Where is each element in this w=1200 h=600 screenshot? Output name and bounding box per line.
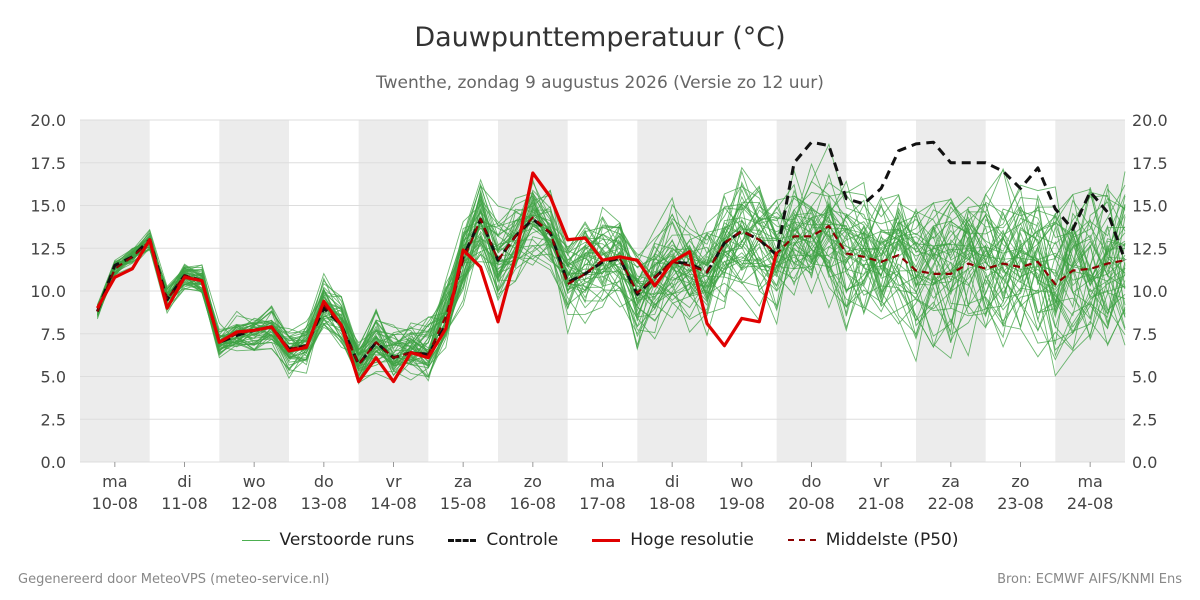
legend-label-ensemble: Verstoorde runs xyxy=(279,530,415,550)
x-tick-date: 23-08 xyxy=(997,494,1044,513)
ensemble-run-line xyxy=(96,184,1126,382)
y-tick-label-left: 17.5 xyxy=(30,154,66,173)
x-tick-weekday: vr xyxy=(873,472,889,491)
y-tick-label-right: 20.0 xyxy=(1132,111,1168,130)
x-tick-date: 21-08 xyxy=(858,494,905,513)
ensemble-run-line xyxy=(96,198,1126,370)
x-tick-weekday: za xyxy=(942,472,960,491)
y-tick-label-left: 5.0 xyxy=(41,368,66,387)
y-tick-label-right: 15.0 xyxy=(1132,197,1168,216)
x-tick-date: 18-08 xyxy=(649,494,696,513)
legend-swatch-ensemble xyxy=(241,539,270,541)
x-tick-date: 19-08 xyxy=(719,494,766,513)
legend-swatch-p50 xyxy=(787,539,816,541)
y-tick-label-left: 15.0 xyxy=(30,197,66,216)
ensemble-run-line xyxy=(96,142,1126,375)
y-tick-label-right: 12.5 xyxy=(1132,239,1168,258)
footer-source: Bron: ECMWF AIFS/KNMI Ens xyxy=(997,572,1182,587)
legend-label-p50: Middelste (P50) xyxy=(825,530,959,550)
x-tick-weekday: wo xyxy=(243,472,266,491)
x-tick-date: 10-08 xyxy=(92,494,139,513)
y-tick-label-left: 0.0 xyxy=(41,453,66,472)
x-tick-weekday: zo xyxy=(1011,472,1029,491)
legend-item-hres[interactable]: Hoge resolutie xyxy=(592,530,754,550)
x-tick-weekday: zo xyxy=(524,472,542,491)
x-tick-date: 22-08 xyxy=(928,494,975,513)
hres-series-line xyxy=(96,171,779,384)
legend-label-control: Controle xyxy=(486,530,559,550)
chart-subtitle: Twenthe, zondag 9 augustus 2026 (Versie … xyxy=(376,73,824,93)
legend-label-hres: Hoge resolutie xyxy=(630,530,754,550)
legend-item-p50[interactable]: Middelste (P50) xyxy=(787,530,959,550)
x-tick-weekday: ma xyxy=(1077,472,1102,491)
x-tick-date: 20-08 xyxy=(788,494,835,513)
ensemble-run-line xyxy=(96,185,1126,372)
legend-swatch-control xyxy=(448,538,477,542)
legend-item-ensemble[interactable]: Verstoorde runs xyxy=(241,530,415,550)
y-tick-label-right: 2.5 xyxy=(1132,410,1157,429)
y-tick-label-right: 5.0 xyxy=(1132,368,1157,387)
x-tick-weekday: wo xyxy=(730,472,753,491)
x-tick-date: 16-08 xyxy=(510,494,557,513)
legend-item-control[interactable]: Controle xyxy=(448,530,558,550)
ensemble-run-line xyxy=(96,187,1126,362)
ensemble-run-line xyxy=(96,224,1126,381)
x-tick-weekday: vr xyxy=(385,472,401,491)
footer-credit: Gegenereerd door MeteoVPS (meteo-service… xyxy=(18,572,330,587)
y-tick-label-right: 0.0 xyxy=(1132,453,1157,472)
y-tick-label-right: 17.5 xyxy=(1132,154,1168,173)
x-tick-date: 14-08 xyxy=(370,494,417,513)
y-tick-label-left: 10.0 xyxy=(30,282,66,301)
x-tick-weekday: di xyxy=(177,472,192,491)
legend-swatch-hres xyxy=(592,538,621,542)
y-tick-label-left: 20.0 xyxy=(30,111,66,130)
ensemble-run-line xyxy=(96,194,1126,378)
x-tick-weekday: do xyxy=(802,472,822,491)
x-tick-weekday: do xyxy=(314,472,334,491)
x-tick-date: 24-08 xyxy=(1067,494,1114,513)
x-tick-weekday: ma xyxy=(102,472,127,491)
ensemble-run-line xyxy=(96,186,1126,386)
chart-legend: Verstoorde runs Controle Hoge resolutie … xyxy=(0,530,1200,550)
x-tick-weekday: za xyxy=(454,472,472,491)
ensemble-run-line xyxy=(96,180,1126,378)
x-tick-date: 17-08 xyxy=(579,494,626,513)
x-tick-weekday: ma xyxy=(590,472,615,491)
x-tick-date: 13-08 xyxy=(301,494,348,513)
x-tick-date: 11-08 xyxy=(161,494,208,513)
y-tick-label-right: 10.0 xyxy=(1132,282,1168,301)
y-tick-label-left: 7.5 xyxy=(41,325,66,344)
x-tick-date: 15-08 xyxy=(440,494,487,513)
y-tick-label-left: 12.5 xyxy=(30,239,66,258)
y-tick-label-left: 2.5 xyxy=(41,410,66,429)
ensemble-run-line xyxy=(96,171,1126,380)
x-tick-date: 12-08 xyxy=(231,494,278,513)
chart-title: Dauwpunttemperatuur (°C) xyxy=(414,22,786,53)
ensemble-run-line xyxy=(96,205,1126,378)
y-tick-label-right: 7.5 xyxy=(1132,325,1157,344)
x-tick-weekday: di xyxy=(665,472,680,491)
